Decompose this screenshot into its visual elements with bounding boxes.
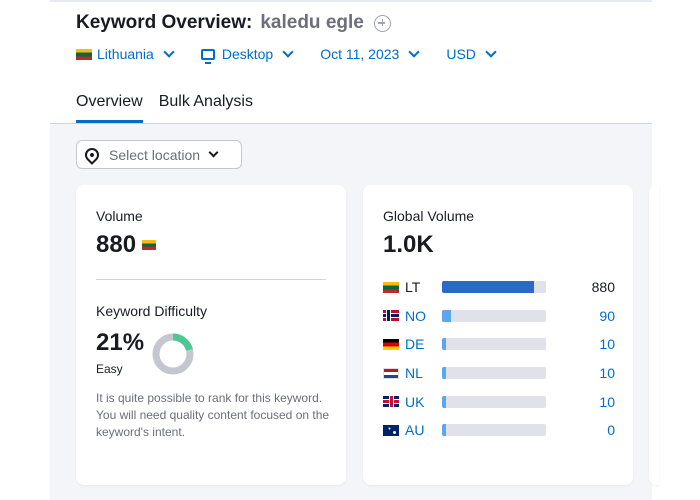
page-title: Keyword Overview: kaledu egle — [76, 12, 391, 34]
chevron-down-icon — [282, 46, 294, 58]
difficulty-description: It is quite possible to rank for this ke… — [96, 391, 330, 439]
volume-card: Volume 880 Keyword Difficulty 21% Easy I… — [76, 185, 346, 485]
volume-bar-track — [442, 309, 546, 322]
location-pin-icon — [82, 144, 102, 165]
country-code: LT — [405, 279, 421, 296]
tab-overview[interactable]: Overview — [76, 93, 143, 123]
device-filter-label: Desktop — [221, 46, 274, 62]
next-card-edge — [649, 185, 659, 485]
date-filter[interactable]: Oct 11, 2023 — [320, 46, 420, 62]
currency-filter-label: USD — [446, 46, 476, 62]
right-margin — [652, 0, 700, 500]
country-volume-link[interactable]: 0 — [607, 422, 615, 439]
country-volume-link[interactable]: 10 — [599, 336, 615, 353]
keyword-difficulty-label: Keyword Difficulty — [96, 303, 208, 319]
header-divider — [50, 0, 652, 2]
chevron-down-icon — [408, 46, 420, 58]
volume-bar-fill — [442, 309, 452, 322]
volume-bar-track — [442, 395, 546, 408]
location-select[interactable]: Select location — [76, 140, 242, 169]
uk-flag-icon — [383, 396, 399, 408]
volume-bar-track — [442, 338, 546, 351]
lithuania-flag-icon — [383, 281, 399, 293]
difficulty-level: Easy — [96, 362, 123, 376]
date-filter-label: Oct 11, 2023 — [320, 46, 400, 62]
currency-filter[interactable]: USD — [446, 46, 497, 62]
country-row-no: NO 90 — [383, 302, 615, 331]
chevron-down-icon — [208, 147, 219, 158]
volume-bar-fill — [442, 338, 447, 351]
volume-bar-fill — [442, 424, 447, 437]
global-volume-value: 1.0K — [383, 231, 434, 258]
volume-label: Volume — [96, 208, 143, 224]
global-volume-card: Global Volume 1.0K LT 880 NO 90 DE — [363, 185, 633, 485]
left-margin — [0, 0, 50, 500]
country-row-nl: NL 10 — [383, 359, 615, 388]
country-volume: 880 — [591, 279, 615, 296]
chevron-down-icon — [485, 46, 497, 58]
country-row-lt: LT 880 — [383, 273, 615, 302]
volume-bar-fill — [442, 367, 447, 380]
keyword-difficulty-value: 21% — [96, 329, 145, 356]
volume-bar-fill — [442, 281, 534, 294]
device-filter[interactable]: Desktop — [200, 46, 294, 64]
tab-bar: Overview Bulk Analysis — [76, 93, 253, 123]
germany-flag-icon — [383, 338, 399, 350]
country-row-de: DE 10 — [383, 330, 615, 359]
main-content: Keyword Overview: kaledu egle Lithuania … — [50, 0, 659, 500]
netherlands-flag-icon — [383, 367, 399, 379]
country-filter-label: Lithuania — [97, 46, 154, 62]
desktop-icon — [200, 48, 215, 64]
keyword-title: kaledu egle — [260, 12, 364, 33]
location-select-placeholder: Select location — [109, 146, 201, 163]
country-volume-list: LT 880 NO 90 DE 10 N — [383, 273, 615, 445]
country-code-link[interactable]: UK — [405, 393, 425, 410]
title-prefix: Keyword Overview: — [76, 12, 253, 33]
add-keyword-icon[interactable] — [373, 14, 391, 32]
volume-bar-fill — [442, 395, 447, 408]
volume-bar-track — [442, 424, 546, 437]
volume-value: 880 — [96, 231, 137, 258]
country-row-uk: UK 10 — [383, 387, 615, 416]
country-volume-link[interactable]: 90 — [599, 307, 615, 324]
australia-flag-icon — [383, 424, 399, 436]
volume-bar-track — [442, 367, 546, 380]
country-row-au: AU 0 — [383, 416, 615, 445]
card-divider — [96, 279, 326, 280]
volume-value-row: 880 — [96, 231, 157, 259]
country-code-link[interactable]: AU — [405, 422, 425, 439]
global-volume-label: Global Volume — [383, 208, 475, 224]
country-volume-link[interactable]: 10 — [599, 365, 615, 382]
country-volume-link[interactable]: 10 — [599, 393, 615, 410]
volume-bar-track — [442, 281, 546, 294]
lithuania-flag-icon — [76, 48, 92, 60]
donut-fill — [152, 333, 194, 375]
country-filter[interactable]: Lithuania — [76, 46, 175, 62]
tab-bulk-analysis[interactable]: Bulk Analysis — [158, 93, 253, 110]
header: Keyword Overview: kaledu egle Lithuania … — [50, 0, 652, 124]
norway-flag-icon — [383, 310, 399, 322]
country-code-link[interactable]: NL — [405, 365, 423, 382]
chevron-down-icon — [163, 46, 175, 58]
filter-bar: Lithuania Desktop Oct 11, 2023 USD — [76, 46, 523, 64]
lithuania-flag-icon — [142, 240, 157, 250]
difficulty-donut-chart — [152, 333, 194, 375]
country-code-link[interactable]: NO — [405, 307, 426, 324]
country-code-link[interactable]: DE — [405, 336, 425, 353]
